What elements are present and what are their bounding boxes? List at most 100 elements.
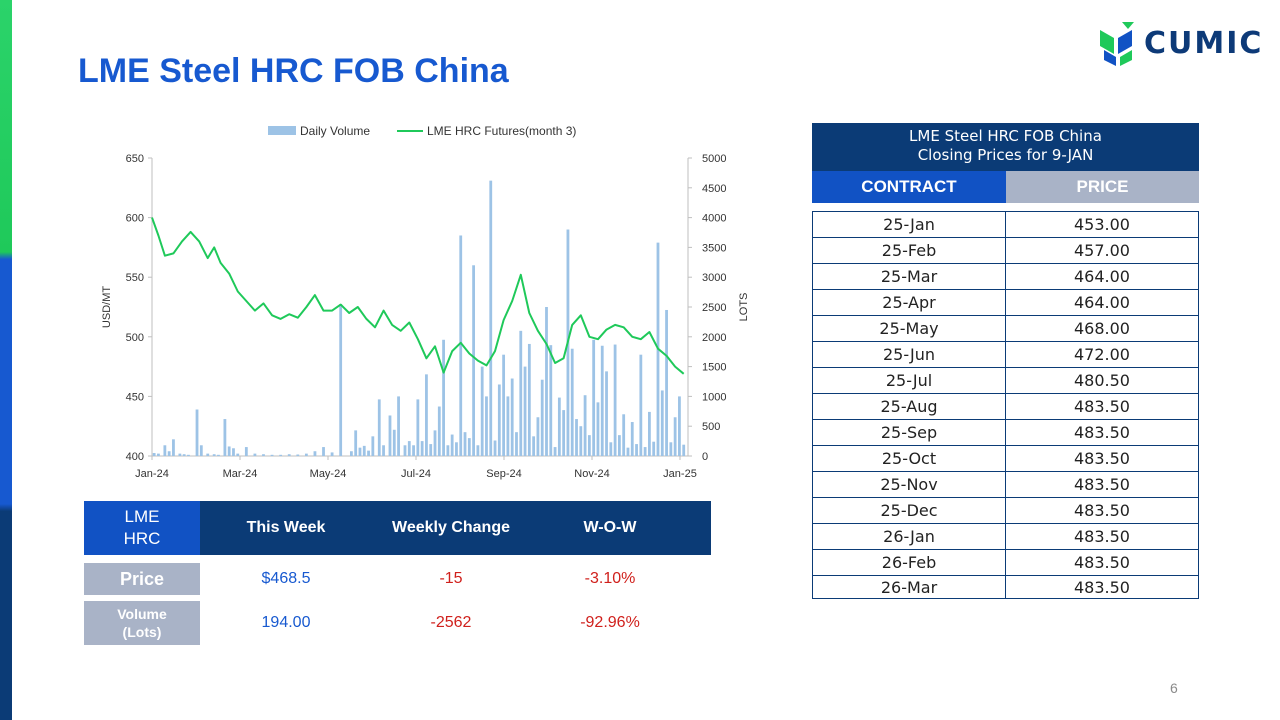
volume-bar bbox=[669, 442, 673, 456]
cumic-leaf-logo-icon bbox=[1100, 22, 1134, 66]
col-contract: CONTRACT bbox=[812, 171, 1006, 203]
summary-header: LME HRC This Week Weekly Change W-O-W bbox=[84, 501, 711, 555]
y-tick-label-right: 0 bbox=[702, 451, 708, 463]
volume-bar bbox=[489, 180, 493, 456]
volume-bar bbox=[287, 454, 291, 456]
row-label-volume: Volume (Lots) bbox=[84, 601, 200, 645]
table-row: 25-Mar 464.00 bbox=[813, 264, 1198, 290]
volume-bar bbox=[407, 441, 411, 456]
y-tick-label-right: 3500 bbox=[702, 242, 726, 254]
volume-bar bbox=[639, 354, 643, 456]
volume-bar bbox=[279, 454, 283, 456]
volume-wow: -92.96% bbox=[580, 614, 640, 631]
volume-bar bbox=[592, 339, 596, 456]
volume-bar bbox=[600, 345, 604, 456]
price-cell: 468.00 bbox=[1074, 319, 1130, 338]
price-line bbox=[151, 217, 685, 375]
company-logo: CUMIC bbox=[1096, 20, 1261, 68]
table-row: 25-Jul 480.50 bbox=[813, 368, 1198, 394]
contract-cell: 25-Sep bbox=[813, 420, 1006, 445]
contract-cell: 25-Mar bbox=[813, 264, 1006, 289]
summary-corner-cell: LME HRC bbox=[84, 501, 200, 555]
volume-this-week: 194.00 bbox=[261, 614, 311, 631]
volume-bar bbox=[506, 396, 510, 456]
volume-bars bbox=[152, 180, 686, 456]
price-cell: 453.00 bbox=[1074, 215, 1130, 234]
closing-prices-columns: CONTRACT PRICE bbox=[812, 171, 1199, 203]
volume-bar bbox=[536, 417, 540, 456]
contract-cell: 25-Jun bbox=[813, 342, 1006, 367]
y-tick-label-right: 500 bbox=[702, 421, 720, 433]
volume-bar bbox=[678, 396, 681, 456]
table-row: 25-May 468.00 bbox=[813, 316, 1198, 342]
volume-bar bbox=[459, 235, 463, 456]
volume-bar bbox=[322, 447, 325, 456]
contract-cell: 25-Oct bbox=[813, 446, 1006, 471]
closing-prices-header: LME Steel HRC FOB China Closing Prices f… bbox=[812, 123, 1199, 171]
volume-bar bbox=[358, 447, 362, 456]
y-tick-label-right: 2000 bbox=[702, 332, 726, 344]
volume-bar bbox=[467, 438, 471, 456]
price-volume-chart: Daily Volume LME HRC Futures(month 3) US… bbox=[101, 124, 750, 480]
volume-bar bbox=[397, 396, 400, 456]
left-accent-bar bbox=[0, 0, 12, 720]
summary-row-volume: Volume (Lots) 194.00 -2562 -92.96% bbox=[84, 601, 711, 645]
x-tick-label: May-24 bbox=[310, 468, 347, 480]
price-cell: 483.50 bbox=[1074, 527, 1130, 546]
volume-bar bbox=[665, 309, 668, 456]
price-cell: 464.00 bbox=[1074, 293, 1130, 312]
price-cell: 483.50 bbox=[1074, 423, 1130, 442]
volume-bar bbox=[557, 397, 561, 456]
y-tick-label-right: 5000 bbox=[702, 153, 726, 165]
volume-bar bbox=[429, 444, 433, 456]
volume-bar bbox=[296, 454, 300, 456]
volume-bar bbox=[349, 451, 353, 456]
volume-bar bbox=[472, 265, 475, 456]
volume-bar bbox=[519, 330, 523, 456]
volume-weekly-change: -2562 bbox=[430, 614, 472, 631]
contract-cell: 25-Feb bbox=[813, 238, 1006, 263]
y-tick-label-right: 1500 bbox=[702, 362, 726, 374]
volume-bar bbox=[643, 447, 647, 456]
closing-prices-table: LME Steel HRC FOB China Closing Prices f… bbox=[812, 123, 1199, 203]
table-row: 26-Feb 483.50 bbox=[813, 550, 1198, 576]
y-tick-label-left: 550 bbox=[126, 272, 144, 284]
y-tick-label-left: 450 bbox=[126, 391, 144, 403]
volume-bar bbox=[497, 384, 501, 456]
volume-bar bbox=[527, 343, 531, 456]
contract-cell: 25-Aug bbox=[813, 394, 1006, 419]
volume-bar bbox=[485, 396, 488, 456]
volume-bar bbox=[626, 447, 630, 456]
x-tick-label: Mar-24 bbox=[223, 468, 258, 480]
table-row: 26-Jan 483.50 bbox=[813, 524, 1198, 550]
contract-cell: 25-Dec bbox=[813, 498, 1006, 523]
price-cell: 483.50 bbox=[1074, 577, 1130, 597]
price-cell: 464.00 bbox=[1074, 267, 1130, 286]
col-this-week: This Week bbox=[246, 519, 326, 536]
price-cell: 457.00 bbox=[1074, 241, 1130, 260]
volume-label-line1: Volume bbox=[117, 606, 167, 622]
volume-bar bbox=[476, 445, 480, 456]
y-tick-label-left: 500 bbox=[126, 332, 144, 344]
volume-bar bbox=[652, 441, 656, 456]
y-axis-label-right: LOTS bbox=[738, 293, 750, 322]
contract-cell: 25-Jan bbox=[813, 212, 1006, 237]
volume-bar bbox=[217, 454, 220, 456]
y-tick-label-right: 4000 bbox=[702, 213, 726, 225]
legend-label-price: LME HRC Futures(month 3) bbox=[427, 124, 576, 138]
price-cell: 480.50 bbox=[1074, 371, 1130, 390]
volume-bar bbox=[206, 453, 210, 456]
volume-bar bbox=[493, 440, 497, 456]
volume-bar bbox=[367, 450, 370, 456]
volume-bar bbox=[630, 422, 634, 456]
logo-text: CUMIC bbox=[1144, 26, 1264, 61]
volume-bar bbox=[377, 399, 381, 456]
volume-bar bbox=[455, 442, 458, 456]
volume-bar bbox=[152, 453, 156, 456]
volume-bar bbox=[236, 453, 240, 456]
closing-prices-rows: 25-Jan 453.00 25-Feb 457.00 25-Mar 464.00 25-A… bbox=[812, 211, 1199, 599]
table-row: 25-Feb 457.00 bbox=[813, 238, 1198, 264]
price-cell: 483.50 bbox=[1074, 397, 1130, 416]
volume-bar bbox=[596, 402, 600, 456]
summary-table: LME HRC This Week Weekly Change W-O-W Pr… bbox=[84, 501, 711, 645]
